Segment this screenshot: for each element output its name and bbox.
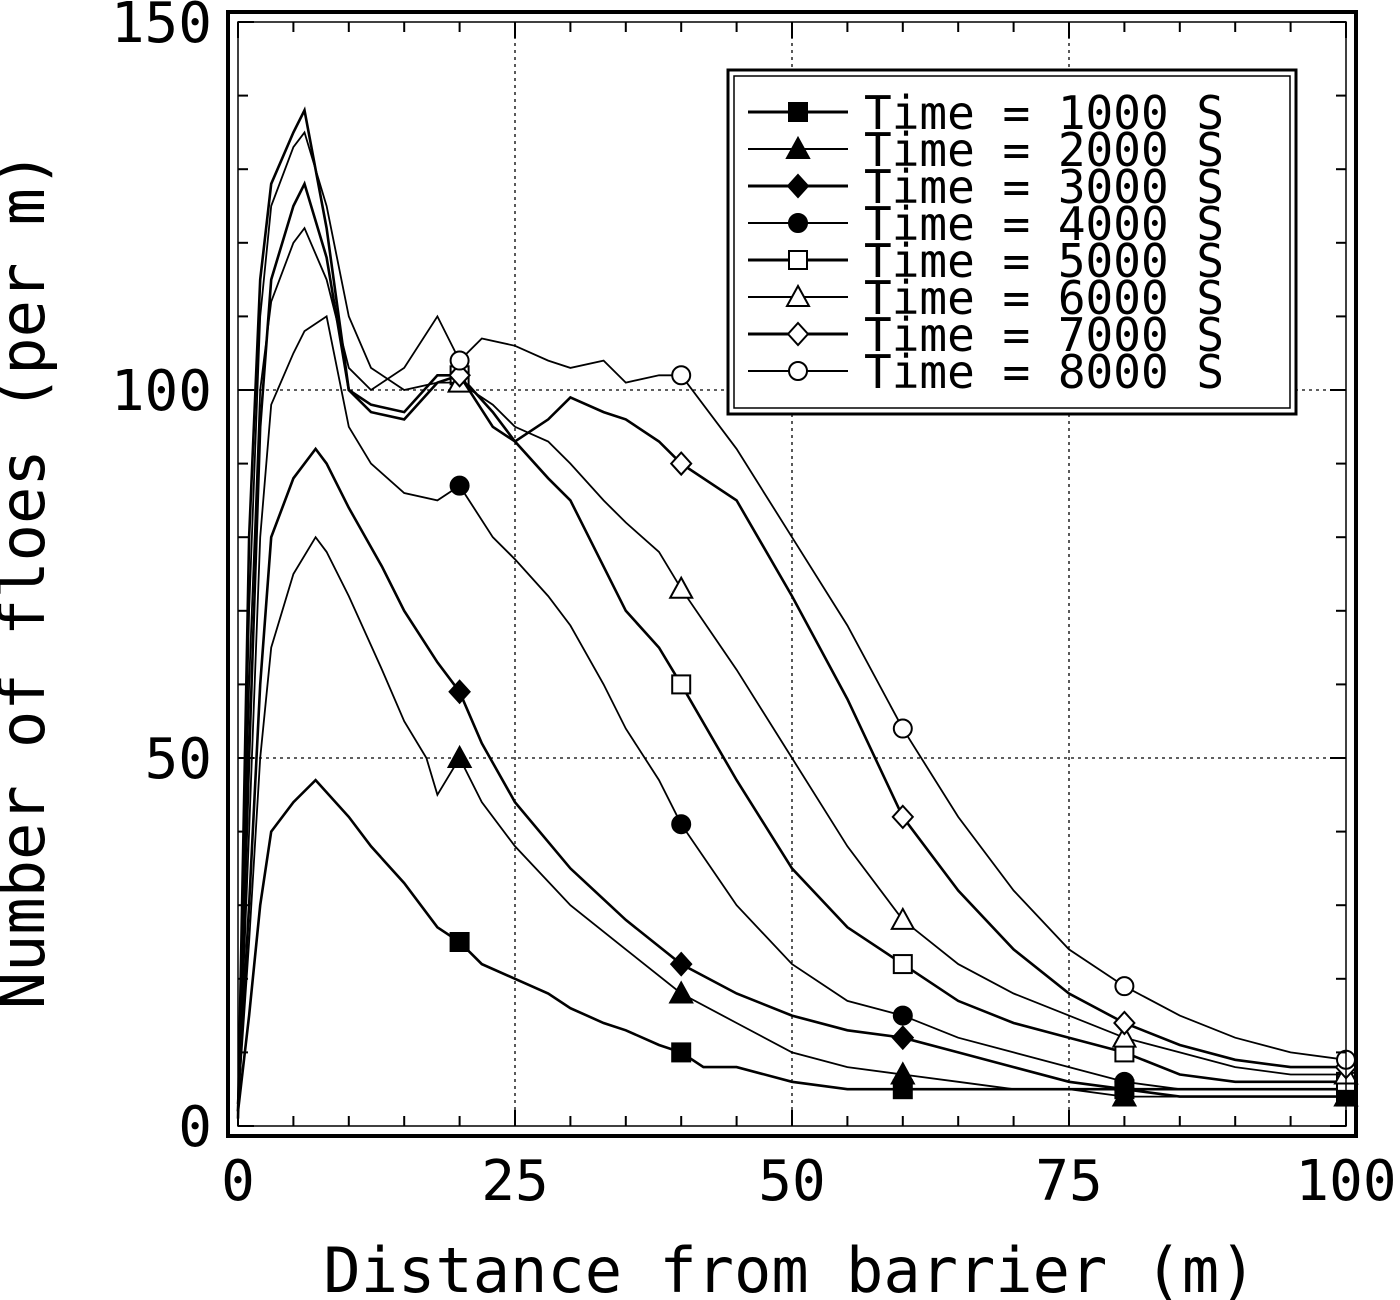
- series-line: [237, 535, 1346, 1104]
- legend-marker: [788, 361, 808, 381]
- data-point: [671, 365, 692, 386]
- data-point: [892, 718, 913, 739]
- legend-marker: [788, 102, 808, 122]
- data-point: [449, 350, 470, 371]
- legend-marker: [788, 250, 808, 270]
- series-7: [236, 106, 1358, 1119]
- x-tick-label: 50: [758, 1149, 825, 1214]
- data-point: [671, 674, 692, 695]
- legend-frame: [726, 68, 1298, 416]
- series-line: [236, 180, 1346, 1112]
- legend-marker: [786, 173, 810, 199]
- y-tick-label: 0: [178, 1095, 212, 1160]
- series-3: [236, 446, 1358, 1104]
- series-layer: [236, 106, 1359, 1119]
- legend-entry: Time = 1000 S: [748, 86, 1224, 140]
- x-tick-label: 25: [481, 1149, 548, 1214]
- series-line: [237, 130, 1346, 1119]
- data-point: [1114, 1071, 1135, 1092]
- x-tick-label: 75: [1035, 1149, 1102, 1214]
- data-point: [446, 744, 473, 768]
- data-point: [1113, 1010, 1136, 1036]
- data-point: [1114, 976, 1135, 997]
- data-point: [448, 362, 471, 388]
- series-2: [237, 535, 1359, 1107]
- data-point: [892, 954, 913, 975]
- data-point: [668, 575, 694, 599]
- series-8: [237, 226, 1356, 1119]
- legend-frame-inner: [733, 75, 1291, 409]
- data-point: [890, 1061, 916, 1085]
- legend-label: Time = 5000 S: [864, 234, 1224, 288]
- data-point: [668, 980, 694, 1004]
- legend-label: Time = 1000 S: [864, 86, 1224, 140]
- series-4: [237, 314, 1356, 1112]
- plot-frame: [226, 10, 1358, 1138]
- series-1: [236, 778, 1356, 1112]
- y-tick-label: 50: [145, 727, 212, 792]
- data-point: [671, 814, 692, 835]
- x-axis-label: Distance from barrier (m): [323, 1234, 1256, 1300]
- legend-entry: Time = 6000 S: [748, 271, 1224, 325]
- legend-marker: [786, 321, 810, 347]
- legend-label: Time = 2000 S: [864, 123, 1224, 177]
- legend-entry: Time = 4000 S: [748, 197, 1224, 251]
- series-line: [237, 314, 1346, 1112]
- y-tick-label: 150: [111, 0, 212, 56]
- data-point: [448, 679, 471, 705]
- legend-label: Time = 3000 S: [864, 160, 1224, 214]
- y-tick-label: 100: [111, 359, 212, 424]
- legend-entry: Time = 8000 S: [748, 345, 1224, 399]
- series-line: [236, 446, 1346, 1104]
- y-axis-label: Number of floes (per m): [0, 151, 59, 1010]
- data-point: [890, 906, 916, 930]
- legend-label: Time = 4000 S: [864, 197, 1224, 251]
- data-point: [669, 451, 693, 477]
- series-line: [236, 106, 1346, 1119]
- ticks-layer: [237, 21, 1347, 1127]
- data-point: [449, 475, 470, 496]
- legend-marker: [785, 283, 811, 307]
- data-point: [892, 1005, 913, 1026]
- tick-labels-layer: 0 25 50 75 100 0 50 100 150: [111, 0, 1397, 1214]
- data-point: [891, 804, 915, 830]
- legend-label: Time = 6000 S: [864, 271, 1224, 325]
- legend-entry: Time = 3000 S: [748, 160, 1224, 214]
- legend-entry: Time = 7000 S: [748, 308, 1224, 362]
- series-line: [237, 226, 1347, 1119]
- data-point: [891, 1025, 915, 1051]
- x-tick-label: 0: [221, 1149, 255, 1214]
- legend-marker: [785, 135, 811, 159]
- legend-entry: Time = 2000 S: [748, 123, 1224, 177]
- legend-marker: [788, 213, 808, 233]
- legend-label: Time = 8000 S: [864, 345, 1224, 399]
- legend-entry: Time = 5000 S: [748, 234, 1224, 288]
- data-point: [449, 932, 470, 952]
- data-point: [671, 1042, 692, 1063]
- x-tick-label: 100: [1295, 1149, 1396, 1214]
- data-point: [1111, 1024, 1138, 1048]
- data-point: [669, 951, 693, 977]
- legend-label: Time = 7000 S: [864, 308, 1224, 362]
